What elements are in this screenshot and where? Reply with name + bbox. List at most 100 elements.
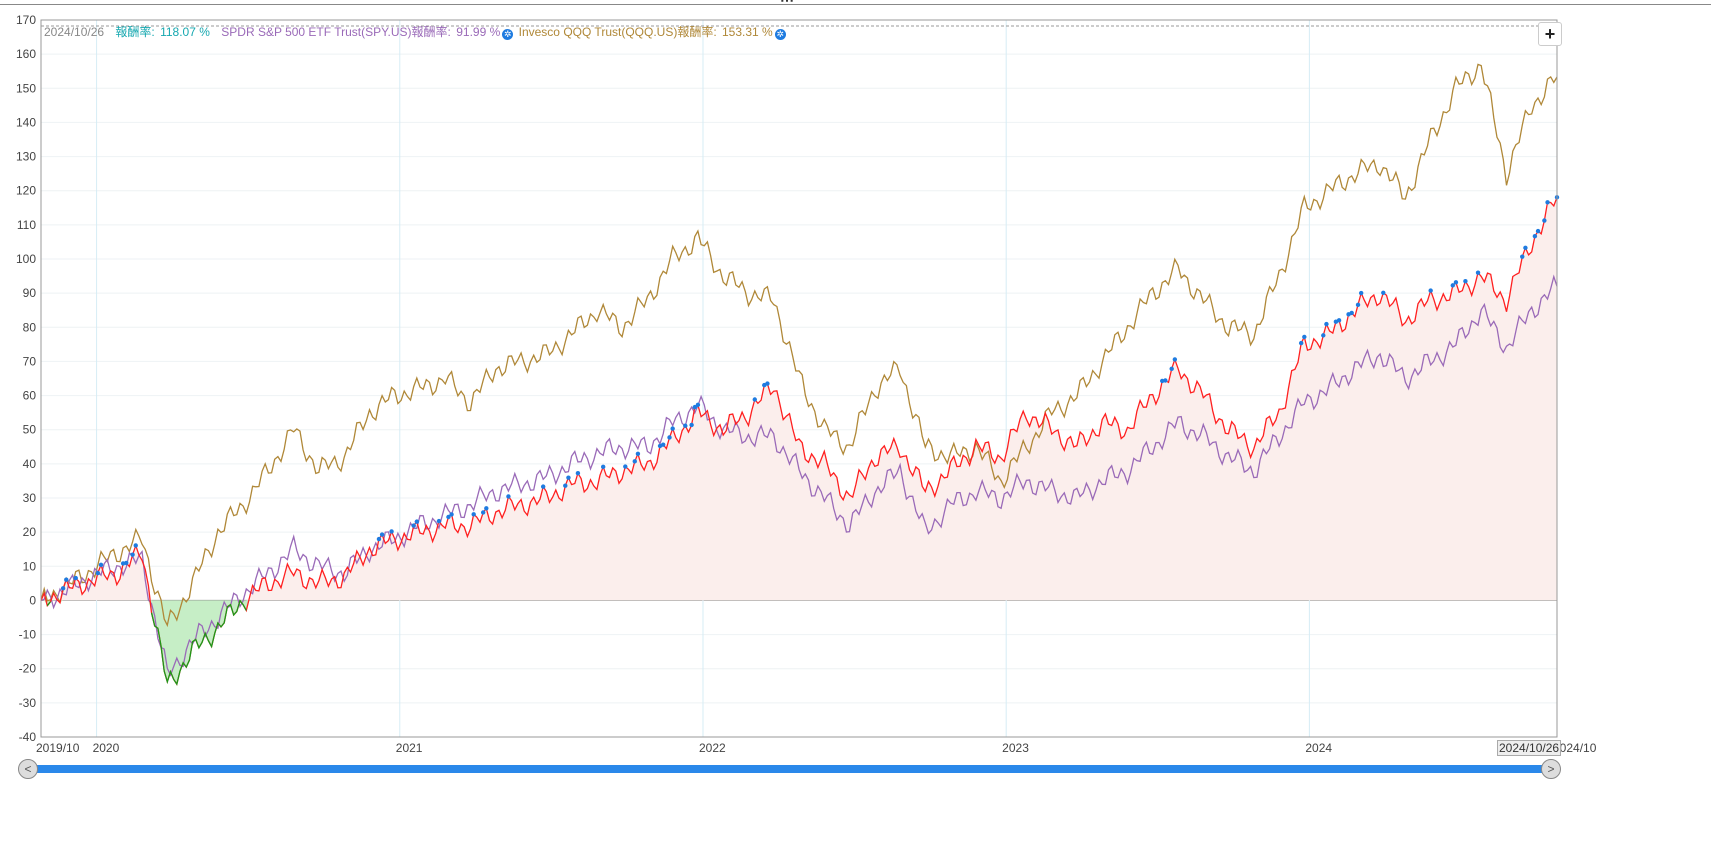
y-tick-label: 30 [23,491,37,505]
y-tick-label: 160 [16,47,36,61]
new-high-marker [563,483,568,488]
new-high-marker [98,562,104,568]
new-high-marker [124,560,129,566]
new-high-marker [1358,290,1364,296]
y-tick-label: 80 [23,320,37,334]
new-high-marker [379,532,385,537]
x-tick-label: 2024 [1305,741,1332,755]
new-high-marker [660,442,666,447]
x-tick-label: 2023 [1002,741,1029,755]
drag-handle-icon[interactable]: ⋯ [780,0,794,8]
new-high-marker [575,470,581,476]
new-high-marker [670,426,675,431]
end-date-label: 2024/10/26 [1497,740,1562,756]
new-high-marker [1172,357,1178,362]
new-high-marker [1475,270,1481,275]
new-high-marker [695,402,701,408]
y-tick-label: 40 [23,457,37,471]
y-tick-label: 110 [17,218,36,232]
legend-spy-label: SPDR S&P 500 ETF Trust(SPY.US)報酬率: [221,25,451,39]
x-tick-label: 2022 [699,741,726,755]
new-high-marker [1428,288,1433,293]
y-tick-label: -40 [19,730,37,744]
new-high-marker [752,397,757,402]
new-high-marker [1520,254,1525,259]
y-tick-label: 170 [16,13,36,27]
scroll-right-arrow-icon[interactable]: > [1541,759,1561,779]
legend-portfolio-label: 報酬率: [115,25,155,39]
new-high-marker [471,512,476,517]
new-high-marker [689,422,694,428]
new-high-marker [1336,318,1342,323]
positive-area [41,197,1557,601]
y-tick-label: 130 [16,150,36,164]
new-high-marker [480,510,486,515]
new-high-marker [95,570,101,576]
y-tick-label: 10 [23,559,37,573]
new-high-marker [1450,283,1455,288]
chart-legend: 2024/10/26 報酬率: 118.07 % SPDR S&P 500 ET… [44,23,788,40]
new-high-marker [389,529,394,534]
new-high-marker [484,506,489,511]
y-tick-label: 120 [16,184,36,198]
new-high-marker [1324,321,1329,327]
x-tick-label: 2019/10 [36,741,80,755]
new-high-marker [600,464,606,470]
new-high-marker [566,475,571,480]
new-high-marker [73,575,78,581]
new-high-marker [376,536,382,542]
y-tick-label: 90 [23,286,37,300]
y-tick-label: 70 [23,354,37,368]
new-high-marker [1542,218,1547,223]
y-tick-label: -10 [19,628,37,642]
new-high-marker [1355,302,1361,308]
new-high-marker [506,494,511,499]
range-scrollbar[interactable] [30,765,1552,773]
zoom-in-button[interactable]: + [1538,22,1562,46]
new-high-marker [1321,333,1326,338]
new-high-marker [635,451,641,456]
y-tick-label: 100 [16,252,36,266]
new-high-marker [1302,334,1307,340]
new-high-marker [1532,233,1538,239]
new-high-marker [632,459,637,464]
new-high-marker [1545,200,1550,205]
legend-spy-value: 91.99 % [456,25,501,39]
new-high-marker [133,543,138,548]
y-tick-label: -20 [19,662,37,676]
negative-area [41,600,1557,685]
portfolio-drawdown-line [46,599,247,686]
new-high-marker [540,484,546,489]
x-tick-label: 2021 [396,741,423,755]
new-high-marker [1381,290,1386,295]
y-tick-label: 140 [16,115,36,129]
scroll-left-arrow-icon[interactable]: < [18,759,38,779]
new-high-marker [446,514,451,520]
new-high-marker [414,519,420,524]
y-tick-label: 150 [16,81,36,95]
new-high-marker [623,464,628,469]
plot-border [40,19,1558,738]
new-high-marker [692,404,697,410]
y-tick-label: 60 [23,389,37,403]
remove-series-icon[interactable]: ✲ [774,29,786,40]
new-high-marker [1535,228,1541,234]
new-high-marker [1463,279,1468,284]
new-high-marker [1453,280,1459,285]
x-tick-label: 2020 [93,741,120,755]
new-high-marker [60,586,66,591]
y-tick-label: 0 [29,593,36,607]
new-high-marker [1298,340,1304,346]
new-high-marker [1169,366,1174,371]
new-high-marker [411,523,416,528]
new-high-marker [765,381,770,386]
new-high-marker [683,423,688,428]
legend-portfolio-value: 118.07 % [160,25,210,39]
y-tick-label: 50 [23,423,37,437]
new-high-marker [1349,310,1354,316]
qqq-return-line [40,63,1558,628]
new-high-marker [436,518,442,524]
remove-series-icon[interactable]: ✲ [502,29,514,40]
new-high-marker [1523,245,1528,251]
